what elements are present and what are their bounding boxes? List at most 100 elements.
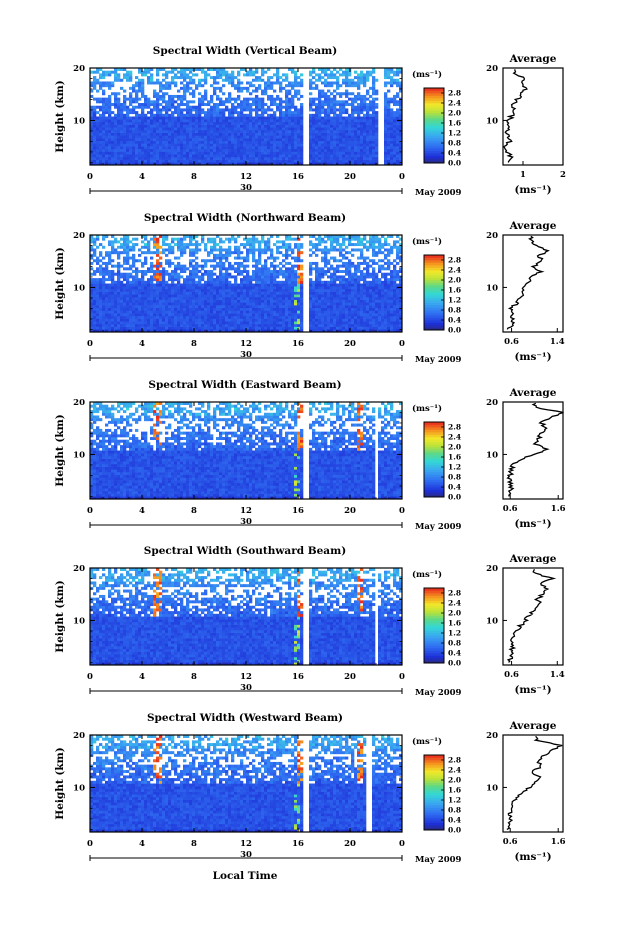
heatmap-cell — [114, 272, 118, 276]
heatmap-cell — [195, 261, 199, 265]
heatmap-cell — [189, 305, 193, 309]
colorbar-unit: (ms⁻¹) — [412, 69, 442, 80]
heatmap-cell — [276, 321, 280, 325]
heatmap-cell — [153, 89, 157, 93]
heatmap-cell — [321, 105, 325, 109]
heatmap-cell — [249, 291, 253, 295]
heatmap-cell — [384, 127, 388, 131]
heatmap-cell — [213, 256, 217, 260]
heatmap-cell — [315, 138, 319, 142]
heatmap-cell — [210, 237, 214, 241]
heatmap-cell — [144, 138, 148, 142]
heatmap-cell — [114, 323, 118, 327]
heatmap-cell — [270, 156, 274, 160]
heatmap-cell — [357, 84, 361, 88]
heatmap-cell — [231, 275, 235, 279]
heatmap-cell — [339, 132, 343, 136]
panel-title: Spectral Width (Vertical Beam) — [153, 45, 337, 57]
heatmap-cell — [222, 264, 226, 268]
heatmap-cell — [282, 105, 286, 109]
heatmap-cell — [195, 108, 199, 112]
heatmap-cell — [159, 146, 163, 150]
heatmap-cell — [363, 156, 367, 160]
heatmap-cell — [156, 288, 160, 292]
heatmap-cell — [204, 70, 208, 74]
heatmap-cell — [312, 146, 316, 150]
heatmap-cell — [369, 143, 373, 147]
heatmap-cell — [243, 159, 247, 163]
heatmap-cell — [117, 329, 121, 333]
heatmap-cell — [294, 78, 298, 82]
heatmap-cell — [183, 94, 187, 98]
heatmap-cell — [240, 111, 244, 115]
heatmap-cell — [273, 100, 277, 104]
heatmap-cell — [135, 267, 139, 271]
heatmap-cell — [153, 143, 157, 147]
heatmap-cell — [234, 323, 238, 327]
heatmap-cell — [264, 162, 268, 166]
heatmap-cell — [222, 329, 226, 333]
heatmap-cell — [342, 119, 346, 123]
heatmap-cell — [177, 267, 181, 271]
heatmap-cell — [120, 156, 124, 160]
heatmap-cell — [150, 291, 154, 295]
heatmap-cell — [201, 307, 205, 311]
heatmap-cell — [141, 94, 145, 98]
heatmap-cell — [147, 294, 151, 298]
heatmap-cell — [312, 132, 316, 136]
heatmap-cell — [138, 78, 142, 82]
heatmap-cell — [177, 245, 181, 249]
heatmap-cell — [165, 151, 169, 155]
heatmap-cell — [165, 283, 169, 287]
heatmap-cell — [147, 329, 151, 333]
heatmap-cell — [90, 329, 94, 333]
heatmap-cell — [150, 103, 154, 107]
heatmap-cell — [195, 235, 199, 238]
heatmap-cell — [171, 81, 175, 85]
heatmap-cell — [168, 103, 172, 107]
heatmap-cell — [225, 138, 229, 142]
heatmap-cell — [156, 94, 160, 98]
heatmap-cell — [222, 92, 226, 96]
heatmap-cell — [204, 89, 208, 93]
heatmap-cell — [300, 113, 304, 117]
heatmap-cell — [276, 323, 280, 327]
heatmap-cell — [102, 237, 106, 241]
heatmap-cell — [369, 132, 373, 136]
heatmap-cell — [114, 135, 118, 139]
heatmap-cell — [264, 329, 268, 333]
heatmap-cell — [159, 113, 163, 117]
heatmap-cell — [225, 270, 229, 274]
heatmap-cell — [375, 111, 379, 115]
x-tick-label: 4 — [139, 172, 145, 182]
heatmap-cell — [123, 318, 127, 322]
heatmap-cell — [132, 259, 136, 263]
heatmap-cell — [141, 127, 145, 131]
heatmap-cell — [132, 310, 136, 314]
heatmap-cell — [207, 313, 211, 317]
heatmap-cell — [189, 81, 193, 85]
heatmap-cell — [351, 119, 355, 123]
heatmap-cell — [225, 159, 229, 163]
heatmap-cell — [351, 127, 355, 131]
heatmap-cell — [282, 272, 286, 276]
heatmap-cell — [393, 132, 397, 136]
heatmap-cell — [339, 105, 343, 109]
heatmap-cell — [105, 105, 109, 109]
colorbar-tick-label: 0.0 — [448, 159, 461, 168]
heatmap-cell — [126, 267, 130, 271]
heatmap-cell — [294, 113, 298, 117]
heatmap-cell — [195, 275, 199, 279]
heatmap-cell — [201, 97, 205, 101]
heatmap-cell — [333, 97, 337, 101]
heatmap-cell — [315, 154, 319, 158]
heatmap-cell — [219, 280, 223, 284]
heatmap-cell — [126, 76, 130, 80]
heatmap-cell — [129, 94, 133, 98]
heatmap-cell — [207, 280, 211, 284]
heatmap-cell — [324, 151, 328, 155]
heatmap-cell — [273, 326, 277, 330]
heatmap-cell — [285, 89, 289, 93]
heatmap-cell — [159, 84, 163, 88]
heatmap-cell — [219, 264, 223, 268]
